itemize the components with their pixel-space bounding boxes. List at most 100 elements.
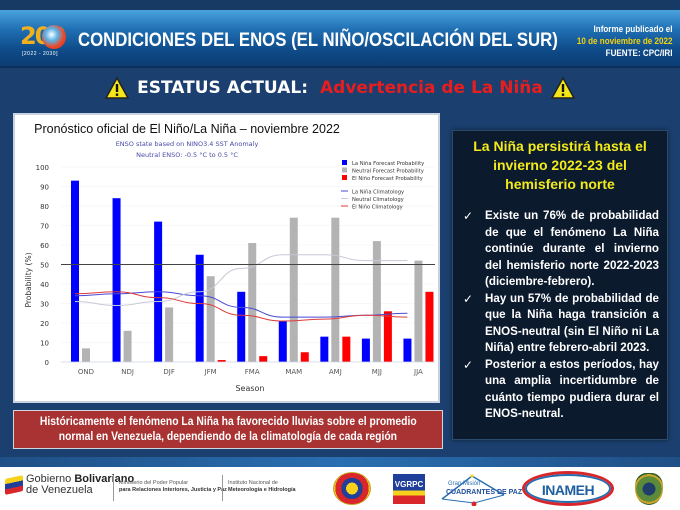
- bar: [383, 311, 392, 362]
- police-seal-icon: [635, 473, 663, 505]
- svg-text:El Niño Climatology: El Niño Climatology: [352, 205, 403, 211]
- ina-line-1: Instituto Nacional de: [228, 480, 278, 486]
- climatology-line: [74, 291, 408, 322]
- svg-text:MJJ: MJJ: [372, 368, 382, 376]
- bullet-text: Posterior a estos períodos, hay una ampl…: [485, 357, 659, 421]
- venezuela-flag-icon: [5, 475, 23, 495]
- bar: [237, 291, 246, 362]
- list-item: ✓ Hay un 57% de probabilidad de que la Ni…: [461, 291, 659, 357]
- report-source: FUENTE: CPC/IRI: [605, 48, 672, 59]
- chart-title: Pronóstico oficial de El Niño/La Niña – …: [34, 122, 340, 136]
- svg-text:50: 50: [40, 262, 49, 270]
- svg-text:OND: OND: [78, 368, 94, 376]
- svg-text:NDJ: NDJ: [121, 368, 134, 376]
- footer-strip: [0, 457, 680, 467]
- check-icon: ✓: [463, 209, 474, 223]
- svg-text:Neutral Climatology: Neutral Climatology: [352, 197, 404, 203]
- bar: [425, 291, 434, 362]
- cuadrantes-de-paz-logo: Gran Misión CUADRANTES DE PAZ: [438, 473, 522, 506]
- bar: [372, 241, 381, 362]
- divider: [113, 475, 114, 501]
- header-banner: 200 [2022 - 2030] CONDICIONES DEL ENOS (…: [0, 10, 680, 68]
- cuad-line-1: Gran Misión: [448, 481, 481, 487]
- note-line-1: Históricamente el fenómeno La Niña ha fa…: [39, 416, 417, 428]
- svg-text:80: 80: [40, 203, 49, 211]
- bar: [206, 276, 215, 362]
- warning-icon: [550, 76, 576, 99]
- national-seal-icon: [333, 472, 371, 505]
- svg-text:JJA: JJA: [413, 368, 423, 376]
- report-published-label: Informe publicado el: [593, 24, 672, 35]
- svg-text:0: 0: [45, 359, 49, 367]
- chart-axes: 0 10 20 30 40 50 60 70 80 90 100 OND NDJ DJF JFM FMA MAM…: [36, 164, 435, 376]
- inameh-text: INAMEH: [541, 482, 595, 498]
- bar: [320, 336, 329, 362]
- ina-line-2: Meteorología e Hidrología: [228, 487, 296, 493]
- bullet-text: Hay un 57% de probabilidad de que la Niñ…: [485, 291, 659, 355]
- inameh-logo: INAMEH: [522, 471, 614, 506]
- chart-subtitle-1: ENSO state based on NINO3.4 SST Anomaly: [116, 140, 259, 148]
- svg-text:AMJ: AMJ: [329, 368, 342, 376]
- ministerio-logo: Ministerio del Poder Popular para Relaci…: [119, 480, 227, 494]
- svg-text:Neutral Forecast Probability: Neutral Forecast Probability: [352, 169, 424, 175]
- svg-text:90: 90: [40, 184, 49, 192]
- historical-note: Históricamente el fenómeno La Niña ha fa…: [13, 410, 443, 449]
- y-axis-label: Probability (%): [24, 252, 33, 307]
- bar: [278, 321, 287, 362]
- logo-emblem-icon: [42, 25, 66, 49]
- report-info: Informe publicado el 10 de noviembre de …: [576, 24, 672, 60]
- gob-text-a: Gobierno: [26, 473, 75, 485]
- status-value: Advertencia de La Niña: [320, 78, 543, 98]
- bar: [195, 254, 204, 362]
- status-label: ESTATUS ACTUAL:: [137, 78, 308, 98]
- divider: [222, 475, 223, 501]
- bar: [259, 356, 268, 362]
- svg-text:La Niña Climatology: La Niña Climatology: [352, 190, 404, 196]
- logo-years: [2022 - 2030]: [22, 51, 58, 57]
- vgrpc-logo: VGRPC: [393, 474, 425, 504]
- warning-icon: [104, 76, 130, 99]
- list-item: ✓ Existe un 76% de probabilidad de que el…: [461, 208, 659, 291]
- svg-text:10: 10: [40, 340, 49, 348]
- gob-text-c: de Venezuela: [26, 484, 93, 496]
- climatology-line: [74, 254, 408, 306]
- chart-legend: La Niña Forecast Probability Neutral Fore…: [341, 160, 424, 211]
- svg-text:MAM: MAM: [285, 368, 302, 376]
- note-line-2: normal en Venezuela, dependiendo de la c…: [58, 431, 398, 443]
- min-line-2: para Relaciones Interiores, Justicia y P…: [119, 487, 227, 493]
- bar: [112, 198, 121, 362]
- min-line-1: Ministerio del Poder Popular: [119, 480, 189, 486]
- bar: [361, 338, 370, 362]
- svg-text:20: 20: [40, 320, 49, 328]
- summary-panel: La Niña persistirá hasta el invierno 202…: [452, 130, 668, 440]
- bar: [165, 307, 174, 362]
- bicentennial-logo: 200 [2022 - 2030]: [20, 22, 72, 60]
- status-banner: ESTATUS ACTUAL: Advertencia de La Niña: [0, 70, 680, 108]
- summary-title: La Niña persistirá hasta el invierno 202…: [473, 138, 647, 192]
- bar: [248, 243, 257, 362]
- svg-text:30: 30: [40, 301, 49, 309]
- top-strip: [0, 0, 680, 12]
- bar: [217, 360, 226, 362]
- footer-logos: Gobierno Bolivariano de Venezuela Minist…: [0, 457, 680, 510]
- svg-text:La Niña Forecast Probability: La Niña Forecast Probability: [352, 161, 424, 167]
- bar: [71, 180, 79, 362]
- gobierno-bolivariano-logo: Gobierno Bolivariano de Venezuela: [5, 474, 134, 496]
- bar: [342, 336, 351, 362]
- svg-text:JFM: JFM: [204, 368, 217, 376]
- chart-climatology-lines: [74, 254, 408, 322]
- bar: [331, 217, 340, 362]
- summary-bullets: ✓ Existe un 76% de probabilidad de que el…: [453, 208, 667, 423]
- page-title: CONDICIONES DEL ENOS (EL NIÑO/OSCILACIÓN…: [78, 29, 558, 51]
- list-item: ✓ Posterior a estos períodos, hay una amp…: [461, 357, 659, 423]
- svg-text:FMA: FMA: [245, 368, 260, 376]
- instituto-logo: Instituto Nacional de Meteorología e Hid…: [228, 480, 296, 494]
- svg-text:El Niño Forecast Probability: El Niño Forecast Probability: [352, 176, 423, 182]
- bar: [289, 217, 298, 362]
- bar: [300, 352, 309, 362]
- enso-forecast-chart: Pronóstico oficial de El Niño/La Niña – …: [13, 113, 440, 403]
- svg-text:DJF: DJF: [163, 368, 174, 376]
- svg-text:40: 40: [40, 281, 49, 289]
- bar: [82, 348, 90, 362]
- check-icon: ✓: [463, 357, 474, 372]
